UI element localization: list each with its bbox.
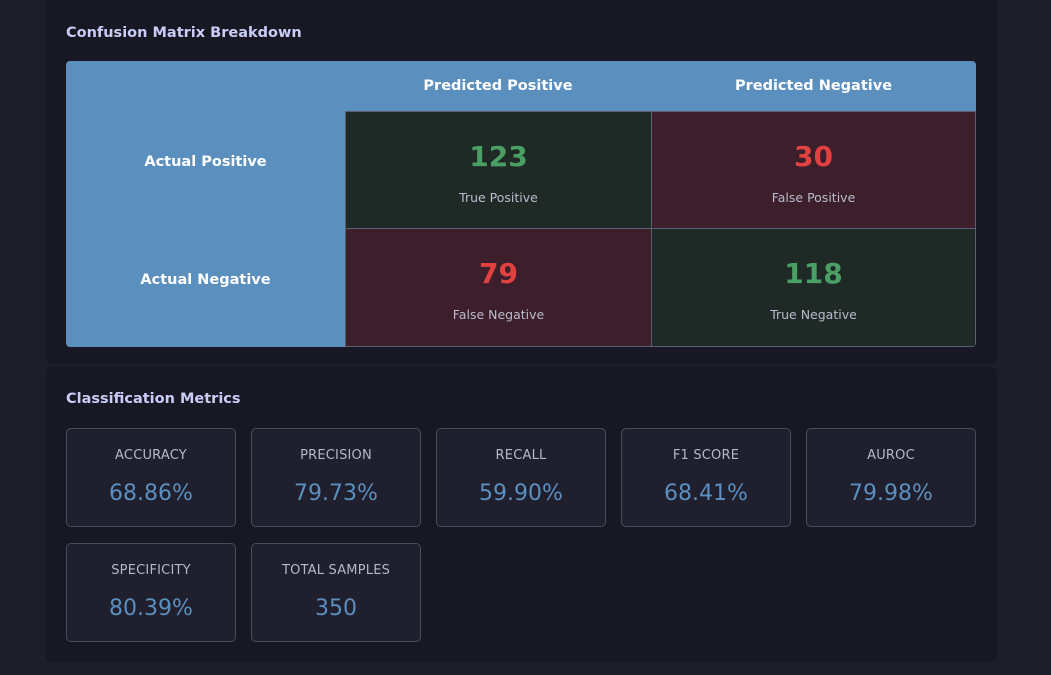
metric-value: 79.73%	[294, 481, 378, 506]
metric-label: SPECIFICITY	[111, 563, 191, 578]
metric-card-accuracy: ACCURACY 68.86%	[66, 428, 236, 527]
metric-value: 59.90%	[479, 481, 563, 506]
true-negative-label: True Negative	[770, 307, 857, 322]
metric-card-total-samples: TOTAL SAMPLES 350	[251, 543, 421, 642]
metric-value: 80.39%	[109, 596, 193, 621]
metric-card-auroc: AUROC 79.98%	[806, 428, 976, 527]
col-header-predicted-positive: Predicted Positive	[423, 78, 573, 94]
metric-label: PRECISION	[300, 448, 372, 463]
row-header-actual-positive: Actual Positive	[144, 154, 267, 170]
false-positive-value: 30	[794, 140, 833, 173]
cell-false-positive: 30 False Positive	[651, 111, 976, 229]
false-negative-value: 79	[479, 257, 518, 290]
confusion-matrix-panel: Confusion Matrix Breakdown Predicted Pos…	[46, 0, 997, 364]
classification-metrics-panel: Classification Metrics ACCURACY 68.86% P…	[46, 367, 997, 662]
metric-value: 68.86%	[109, 481, 193, 506]
confusion-matrix: Predicted Positive Predicted Negative Ac…	[66, 61, 976, 347]
metric-card-specificity: SPECIFICITY 80.39%	[66, 543, 236, 642]
false-positive-label: False Positive	[771, 190, 856, 205]
cell-true-negative: 118 True Negative	[651, 228, 976, 347]
metric-card-f1-score: F1 SCORE 68.41%	[621, 428, 791, 527]
metric-label: TOTAL SAMPLES	[281, 563, 391, 578]
col-header-predicted-negative: Predicted Negative	[734, 78, 893, 94]
metric-card-recall: RECALL 59.90%	[436, 428, 606, 527]
metric-card-precision: PRECISION 79.73%	[251, 428, 421, 527]
metric-value: 68.41%	[664, 481, 748, 506]
confusion-matrix-title: Confusion Matrix Breakdown	[66, 25, 302, 41]
metric-label: AUROC	[867, 448, 915, 463]
true-negative-value: 118	[784, 257, 843, 290]
metric-label: ACCURACY	[115, 448, 187, 463]
cell-false-negative: 79 False Negative	[345, 228, 652, 347]
true-positive-label: True Positive	[459, 190, 538, 205]
cell-true-positive: 123 True Positive	[345, 111, 652, 229]
false-negative-label: False Negative	[452, 307, 545, 322]
metric-value: 79.98%	[849, 481, 933, 506]
metric-value: 350	[315, 596, 357, 621]
row-header-actual-negative: Actual Negative	[140, 272, 271, 288]
metric-label: F1 SCORE	[672, 448, 740, 463]
classification-metrics-title: Classification Metrics	[66, 391, 241, 407]
true-positive-value: 123	[469, 140, 528, 173]
metric-label: RECALL	[495, 448, 547, 463]
